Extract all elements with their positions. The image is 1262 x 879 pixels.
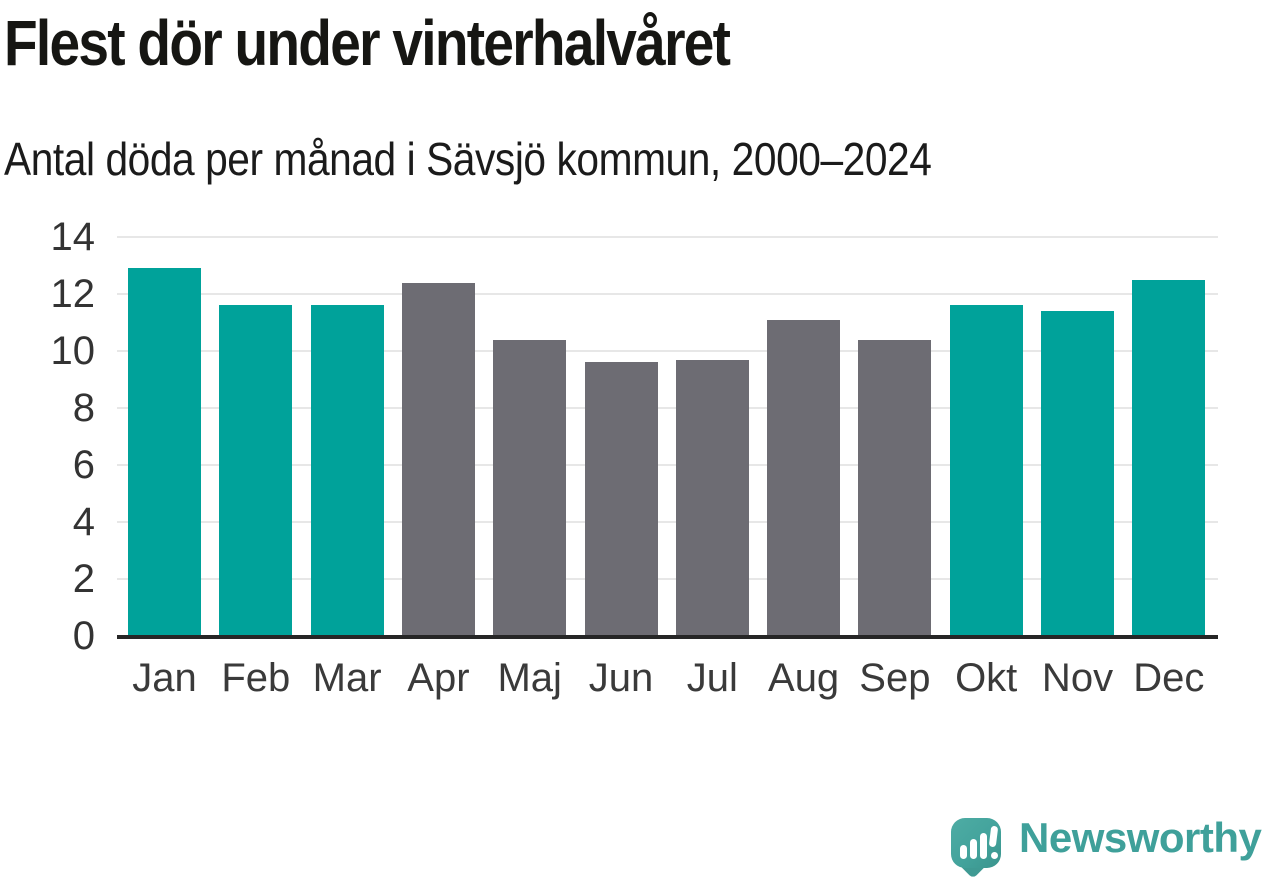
newsworthy-logo-icon: [951, 818, 1001, 879]
logo-bar-icon: [970, 839, 977, 859]
y-axis-tick-label: 8: [72, 386, 95, 430]
x-axis-tick-label: Jan: [132, 656, 197, 700]
x-axis-tick-label: Feb: [221, 656, 291, 700]
x-axis-tick-label: Jun: [588, 656, 654, 700]
bar-jan: [128, 268, 201, 636]
gridline-y-2: [117, 578, 1218, 580]
bar-dec: [1132, 279, 1206, 636]
x-axis-tick-label: Apr: [407, 656, 470, 700]
bar-maj: [493, 339, 567, 636]
x-axis-tick-label: Maj: [497, 656, 562, 700]
x-axis-tick-label: Okt: [955, 656, 1018, 700]
x-axis-tick-label: Aug: [768, 656, 840, 700]
x-axis-tick-label: Mar: [312, 656, 382, 700]
x-axis-tick-label: Dec: [1133, 656, 1205, 700]
gridline-y-12: [117, 293, 1218, 295]
bar-sep: [858, 339, 932, 636]
x-axis-tick-label: Jul: [686, 656, 738, 700]
brand-footer: Newsworthy: [951, 814, 1262, 879]
bar-jul: [675, 359, 749, 636]
gridline-y-4: [117, 521, 1218, 523]
bar-okt: [949, 305, 1023, 636]
bar-aug: [767, 319, 841, 636]
y-axis-tick-label: 10: [50, 329, 96, 373]
y-axis-tick-label: 4: [72, 500, 95, 544]
bar-nov: [1041, 311, 1114, 636]
chart-title: Flest dör under vinterhalvåret: [4, 7, 731, 79]
bar-mar: [310, 305, 384, 636]
y-axis-tick-label: 14: [50, 215, 96, 259]
brand-name: Newsworthy: [1019, 814, 1262, 861]
bar-jun: [584, 362, 658, 636]
x-axis-tick-label: Sep: [859, 656, 931, 700]
y-axis-tick-label: 2: [72, 557, 95, 601]
logo-bar-icon: [960, 845, 967, 859]
x-axis-tick-label: Nov: [1041, 656, 1114, 700]
gridline-y-10: [117, 350, 1218, 352]
chart-subtitle: Antal döda per månad i Sävsjö kommun, 20…: [4, 133, 932, 185]
y-axis-tick-label: 0: [72, 614, 95, 658]
gridline-y-6: [117, 464, 1218, 466]
y-axis-tick-label: 6: [72, 443, 95, 487]
logo-exclamation-dot-icon: [991, 852, 998, 859]
gridline-y-8: [117, 407, 1218, 409]
bar-apr: [401, 282, 475, 636]
x-axis-line: [117, 635, 1218, 639]
bar-feb: [219, 305, 293, 636]
plot-area: 0 2 4 6 8 10 12 14 Jan Feb Mar Apr Maj Jun Jul Aug Sep Ok…: [51, 215, 1218, 700]
gridline-y-14: [117, 236, 1218, 238]
y-axis-tick-label: 12: [50, 272, 96, 316]
logo-bar-icon: [980, 833, 987, 859]
